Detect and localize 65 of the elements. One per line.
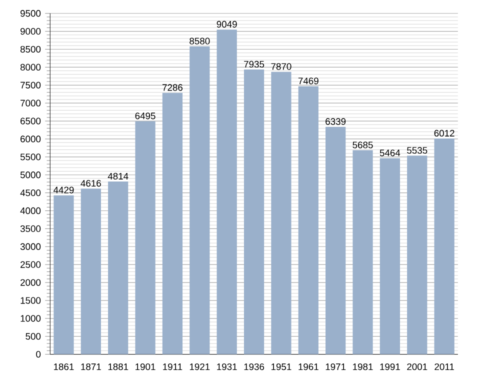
bar [298,86,318,354]
y-tick-label: 7000 [20,100,41,106]
bar [352,150,373,354]
data-label: 6012 [434,130,454,137]
x-tick-label: 2001 [407,363,428,370]
data-label: 7870 [271,63,292,70]
y-tick-label: 8500 [20,46,41,53]
x-tick-label: 1961 [298,363,318,370]
y-tick-label: 9000 [20,28,41,35]
bar [54,195,74,354]
x-tick-label: 1871 [81,363,101,370]
x-tick-label: 1991 [380,363,400,370]
data-label: 7286 [162,84,183,91]
bar [108,182,128,354]
x-tick-label: 1921 [190,363,210,370]
y-tick-label: 2500 [20,261,41,268]
data-label: 5464 [380,150,400,156]
y-tick-label: 4500 [20,189,41,196]
data-label: 7469 [298,78,318,84]
data-label: 6495 [135,112,156,120]
bar [244,70,264,354]
data-label: 6339 [326,118,346,125]
y-tick-label: 3500 [20,225,41,232]
data-label: 4814 [108,172,128,180]
y-tick-label: 4000 [20,207,41,214]
y-tick-label: 8000 [20,64,41,71]
bar [80,188,101,354]
data-label: 9049 [216,20,237,28]
data-label: 4429 [54,186,74,194]
y-tick-label: 5500 [20,154,41,160]
data-label: 5685 [352,142,373,148]
y-tick-label: 5000 [20,172,41,178]
bar [216,30,237,354]
data-label: 7935 [244,60,264,68]
y-tick-label: 6500 [20,118,41,124]
y-tick-label: 7500 [20,82,41,88]
y-tick-label: 0 [36,350,41,358]
x-tick-label: 2011 [434,363,454,370]
y-tick-label: 6000 [20,136,41,142]
x-tick-label: 1861 [54,363,74,370]
bar [407,156,428,354]
x-tick-label: 1981 [353,363,373,370]
x-tick-label: 1936 [244,363,264,370]
data-label: 4616 [80,180,101,187]
y-tick-label: 1500 [20,297,41,304]
bar [162,92,183,354]
x-tick-label: 1881 [108,363,128,370]
x-tick-label: 1971 [326,363,346,370]
bar [271,72,292,354]
x-tick-label: 1901 [136,363,156,370]
y-tick-label: 2000 [20,279,41,286]
bar [380,158,400,354]
bar [135,121,156,354]
data-label: 5535 [407,147,428,154]
data-label: 8580 [190,38,210,44]
bar [326,126,346,354]
bar [190,46,210,354]
y-tick-label: 500 [26,333,41,340]
y-tick-label: 1000 [20,315,41,322]
bar [434,138,454,354]
x-tick-label: 1951 [271,363,292,370]
y-tick-label: 9500 [20,10,41,17]
x-tick-label: 1931 [217,363,237,370]
y-tick-label: 3000 [20,243,41,250]
x-tick-label: 1911 [163,363,182,370]
